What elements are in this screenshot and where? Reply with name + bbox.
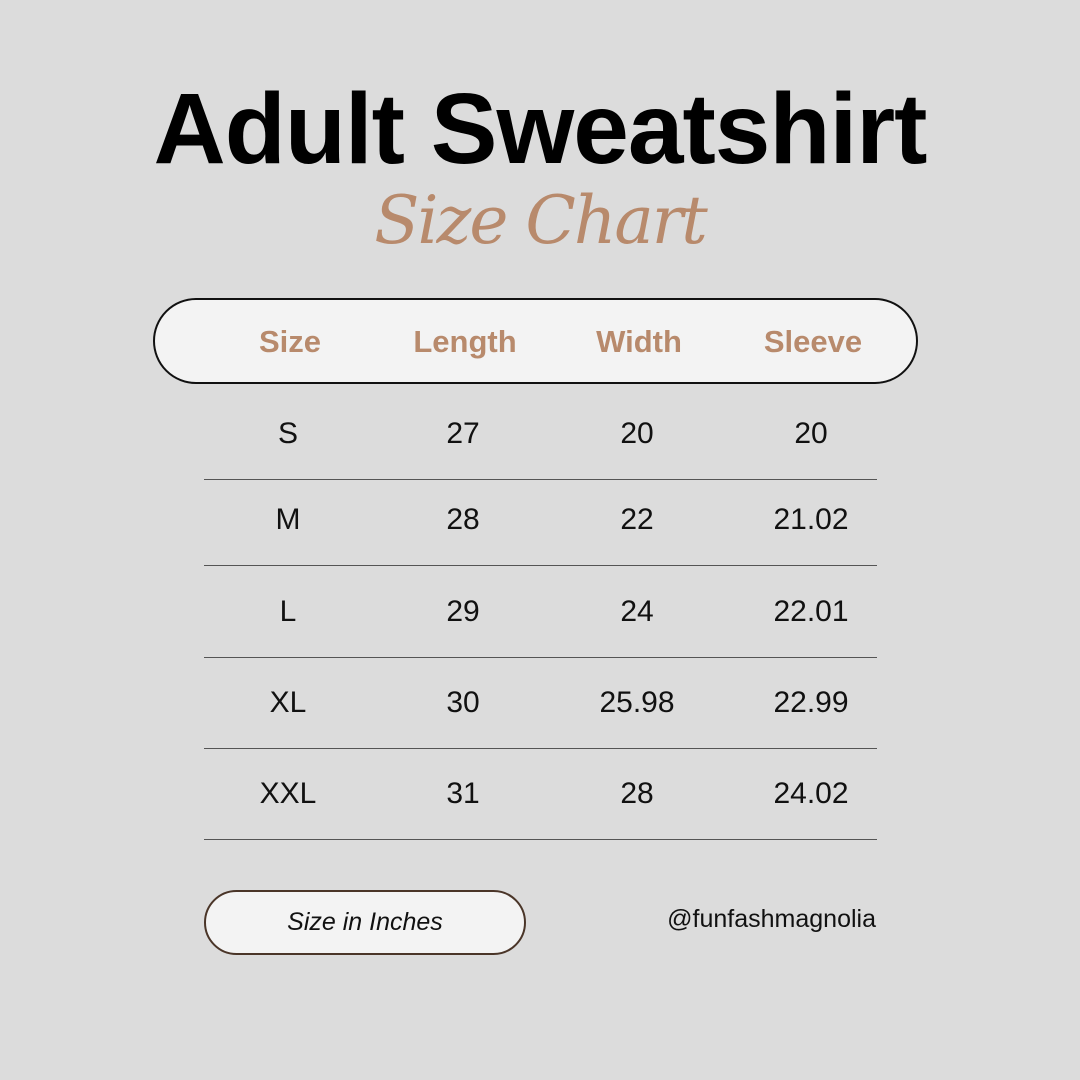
- table-row: M 28 22 21.02: [204, 475, 877, 566]
- table-cell: 30: [446, 686, 480, 719]
- page-title: Adult Sweatshirt: [153, 73, 928, 185]
- table-cell: 28: [620, 777, 654, 810]
- table-cell: 25.98: [599, 686, 675, 719]
- table-cell: 22.01: [773, 595, 849, 628]
- table-row: L 29 24 22.01: [204, 567, 877, 658]
- table-cell: 22.99: [773, 686, 849, 719]
- unit-note: Size in Inches: [204, 890, 526, 955]
- column-header-size: Size: [258, 324, 322, 359]
- table-cell: 20: [620, 417, 654, 450]
- table-cell: 27: [446, 417, 480, 450]
- table-row: S 27 20 20: [204, 389, 877, 480]
- table-cell: 24: [620, 595, 654, 628]
- column-header-width: Width: [596, 324, 682, 359]
- social-handle: @funfashmagnolia: [667, 905, 876, 933]
- column-header-length: Length: [413, 324, 517, 359]
- table-cell: XL: [269, 686, 307, 719]
- table-header: Size Length Width Sleeve: [153, 298, 918, 384]
- table-cell: 28: [446, 503, 480, 536]
- table-row: XXL 31 28 24.02: [204, 749, 877, 840]
- page-subtitle: Size Chart: [374, 182, 708, 259]
- table-cell: 20: [794, 417, 828, 450]
- table-cell: 29: [446, 595, 480, 628]
- table-cell: 21.02: [773, 503, 849, 536]
- table-row: XL 30 25.98 22.99: [204, 658, 877, 749]
- table-cell: S: [277, 417, 298, 450]
- table-cell: M: [275, 503, 301, 536]
- table-cell: XXL: [259, 777, 317, 810]
- table-cell: 22: [620, 503, 654, 536]
- table-cell: 24.02: [773, 777, 849, 810]
- table-cell: L: [279, 595, 297, 628]
- table-cell: 31: [446, 777, 480, 810]
- column-header-sleeve: Sleeve: [763, 324, 863, 359]
